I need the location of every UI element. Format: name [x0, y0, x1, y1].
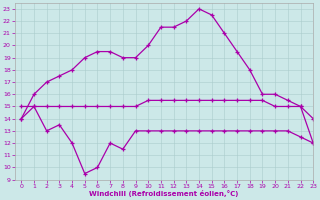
X-axis label: Windchill (Refroidissement éolien,°C): Windchill (Refroidissement éolien,°C)	[89, 190, 239, 197]
